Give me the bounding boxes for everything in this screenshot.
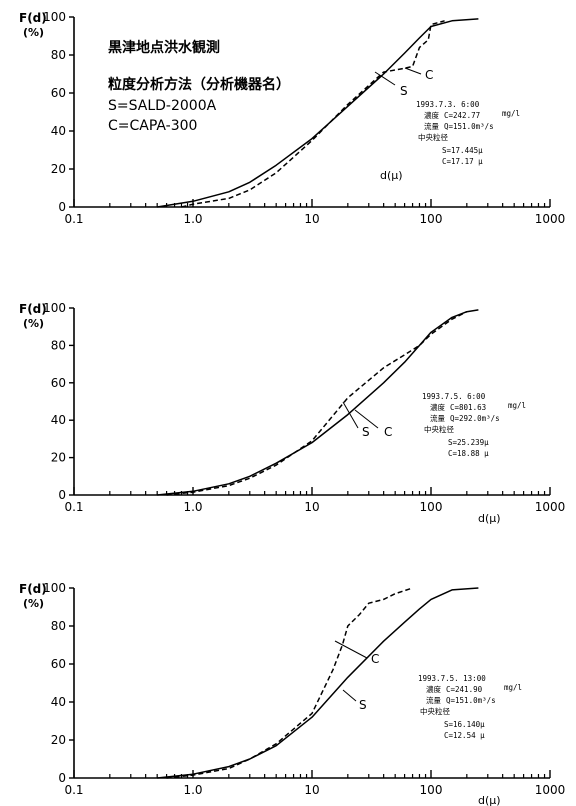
annotation-datetime: 1993.7.3. 6:00 [416, 100, 480, 109]
y-axis-label: F(d) [19, 11, 47, 25]
annotation-median-label: 中央粒径 [418, 132, 448, 142]
series-leader-C [334, 640, 368, 659]
annotation-conc: C=241.90 [446, 685, 483, 694]
annotation-conc-unit: mg/l [508, 401, 526, 410]
y-tick-label: 80 [51, 619, 66, 633]
annotation-flow: Q=292.0m³/s [450, 414, 500, 423]
series-line-S [157, 309, 479, 496]
series-label-S: S [400, 84, 408, 98]
series-label-S: S [362, 425, 370, 439]
y-tick-label: 20 [51, 451, 66, 465]
y-axis-label: F(d) [19, 302, 47, 316]
y-tick-label: 100 [43, 301, 66, 315]
y-tick-label: 80 [51, 48, 66, 62]
series-leader-S [342, 401, 359, 429]
annotation-flow: Q=151.0m³/s [446, 696, 496, 705]
x-tick-label: 1000 [535, 500, 566, 514]
series-label-C: C [384, 425, 392, 439]
y-tick-label: 40 [51, 124, 66, 138]
y-tick-label: 0 [58, 771, 66, 785]
x-tick-label: 1.0 [183, 500, 202, 514]
y-tick-label: 0 [58, 200, 66, 214]
annotation-flow-label: 流量 [430, 413, 445, 423]
y-tick-label: 100 [43, 581, 66, 595]
annotation-median-c: C=17.17 μ [442, 157, 483, 166]
chart-panel-1: 0 20 40 60 80 100 0.1 1.0 10 100 1000 F(d)(%) d(μ) S C… [19, 10, 565, 226]
y-axis-unit: (%) [23, 317, 44, 330]
x-tick-label: 0.1 [64, 212, 83, 226]
series-label-C: C [371, 652, 379, 666]
series-leader-S [342, 689, 357, 702]
annotation-median-c: C=12.54 μ [444, 731, 485, 740]
y-axis-unit: (%) [23, 26, 44, 39]
annotation-conc-label: 濃度 [426, 684, 441, 694]
annotation-flow-label: 流量 [426, 695, 441, 705]
annotation-median-label: 中央粒径 [420, 706, 450, 716]
x-tick-label: 10 [304, 212, 319, 226]
x-axis-label: d(μ) [478, 512, 501, 525]
annotation-conc: C=801.63 [450, 403, 486, 412]
y-tick-label: 60 [51, 657, 66, 671]
y-tick-label: 60 [51, 376, 66, 390]
series-leader-C [404, 67, 422, 75]
annotation-median-label: 中央粒径 [424, 424, 454, 434]
y-tick-label: 20 [51, 162, 66, 176]
annotation-conc-unit: mg/l [502, 109, 520, 118]
y-axis-unit: (%) [23, 597, 44, 610]
x-tick-label: 1000 [535, 212, 566, 226]
x-tick-label: 0.1 [64, 500, 83, 514]
series-line-C [181, 20, 445, 208]
figure-method-c: C=CAPA-300 [108, 118, 197, 134]
y-axis-label: F(d) [19, 582, 47, 596]
annotation-conc-label: 濃度 [424, 110, 439, 120]
annotation-flow: Q=151.0m³/s [444, 122, 494, 131]
y-tick-label: 20 [51, 733, 66, 747]
annotation-median-s: S=17.445μ [442, 146, 483, 155]
annotation-conc-unit: mg/l [504, 683, 522, 692]
series-line-C [166, 587, 413, 779]
x-tick-label: 10 [304, 500, 319, 514]
y-tick-label: 0 [58, 488, 66, 502]
annotation-datetime: 1993.7.5. 13:00 [418, 674, 486, 683]
x-tick-label: 100 [420, 212, 443, 226]
x-tick-label: 100 [420, 500, 443, 514]
series-line-S [157, 587, 479, 779]
series-label-S: S [359, 698, 367, 712]
y-tick-label: 60 [51, 86, 66, 100]
y-tick-label: 40 [51, 695, 66, 709]
x-tick-label: 100 [420, 783, 443, 797]
annotation-datetime: 1993.7.5. 6:00 [422, 392, 486, 401]
series-leader-C [354, 409, 379, 429]
x-tick-label: 1.0 [183, 212, 202, 226]
x-axis-label: d(μ) [478, 794, 501, 806]
series-label-C: C [425, 68, 433, 82]
figure-header-title: 黒津地点洪水観測 [108, 39, 220, 56]
series-line-C [166, 311, 468, 496]
figure-method-s: S=SALD-2000A [108, 98, 217, 114]
annotation-median-c: C=18.88 μ [448, 449, 489, 458]
figure-method-title: 粒度分析方法（分析機器名） [108, 76, 290, 93]
y-tick-label: 100 [43, 10, 66, 24]
annotation-flow-label: 流量 [424, 121, 439, 131]
x-tick-label: 10 [304, 783, 319, 797]
y-tick-label: 80 [51, 338, 66, 352]
y-tick-label: 40 [51, 413, 66, 427]
chart-panel-3: 0 20 40 60 80 100 0.1 1.0 10 100 1000 F(d)(%) d(μ) S C… [19, 581, 565, 806]
x-tick-label: 1000 [535, 783, 566, 797]
series-leader-S [374, 71, 396, 86]
x-axis-label: d(μ) [380, 169, 403, 182]
x-tick-label: 1.0 [183, 783, 202, 797]
x-tick-label: 0.1 [64, 783, 83, 797]
annotation-conc: C=242.77 [444, 111, 480, 120]
annotation-conc-label: 濃度 [430, 402, 445, 412]
annotation-median-s: S=16.140μ [444, 720, 485, 729]
annotation-median-s: S=25.239μ [448, 438, 489, 447]
